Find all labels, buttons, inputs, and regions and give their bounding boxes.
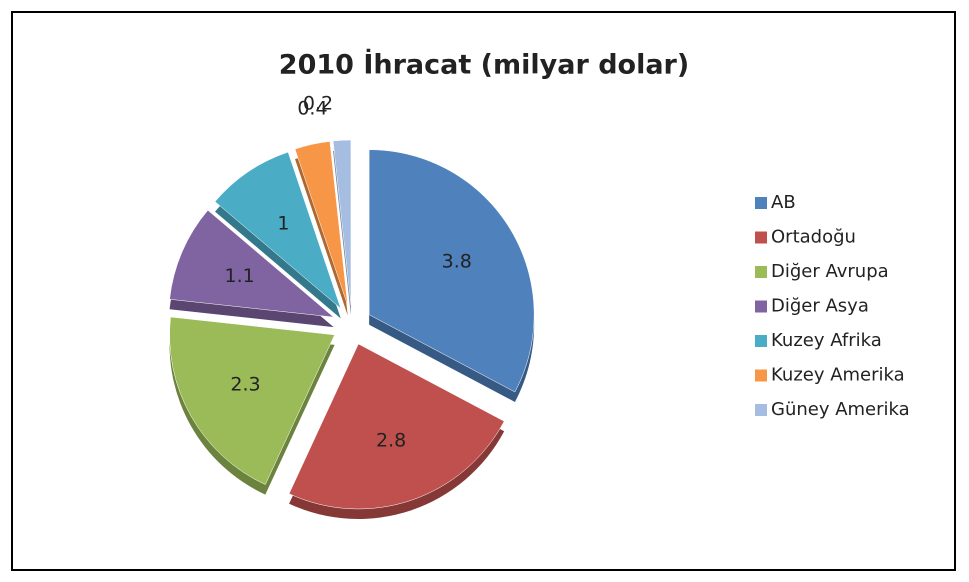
slice: [214, 151, 342, 310]
slice: [169, 316, 335, 485]
slice: [368, 149, 535, 393]
slice: [288, 343, 505, 510]
legend-label: Diğer Asya: [771, 296, 869, 317]
data-label: 0.2: [303, 93, 333, 115]
legend-label: Kuzey Amerika: [771, 365, 905, 386]
slice: [294, 141, 348, 306]
legend-swatch: [755, 300, 767, 313]
legend-swatch: [755, 197, 767, 209]
legend-swatch: [755, 231, 767, 244]
data-label: 1: [277, 212, 289, 234]
legend-swatch: [755, 404, 767, 416]
legend-label: Diğer Avrupa: [771, 261, 889, 282]
data-label: 2.8: [376, 429, 406, 451]
data-label: 3.8: [442, 250, 472, 272]
legend-swatch: [755, 335, 767, 347]
slice: [332, 139, 352, 306]
legend-swatch: [755, 266, 767, 278]
data-label: 1.1: [225, 265, 255, 287]
legend-label: Kuzey Afrika: [771, 330, 882, 351]
legend-label: Güney Amerika: [771, 399, 910, 420]
legend-label: Ortadoğu: [771, 227, 856, 248]
legend-swatch: [755, 369, 767, 382]
slice-side: [295, 151, 348, 316]
chart-title: 2010 İhracat (milyar dolar): [279, 49, 689, 81]
slice: [169, 209, 335, 318]
data-label: 2.3: [230, 374, 260, 396]
legend-label: AB: [771, 192, 796, 213]
data-label: 0.4: [297, 97, 327, 119]
